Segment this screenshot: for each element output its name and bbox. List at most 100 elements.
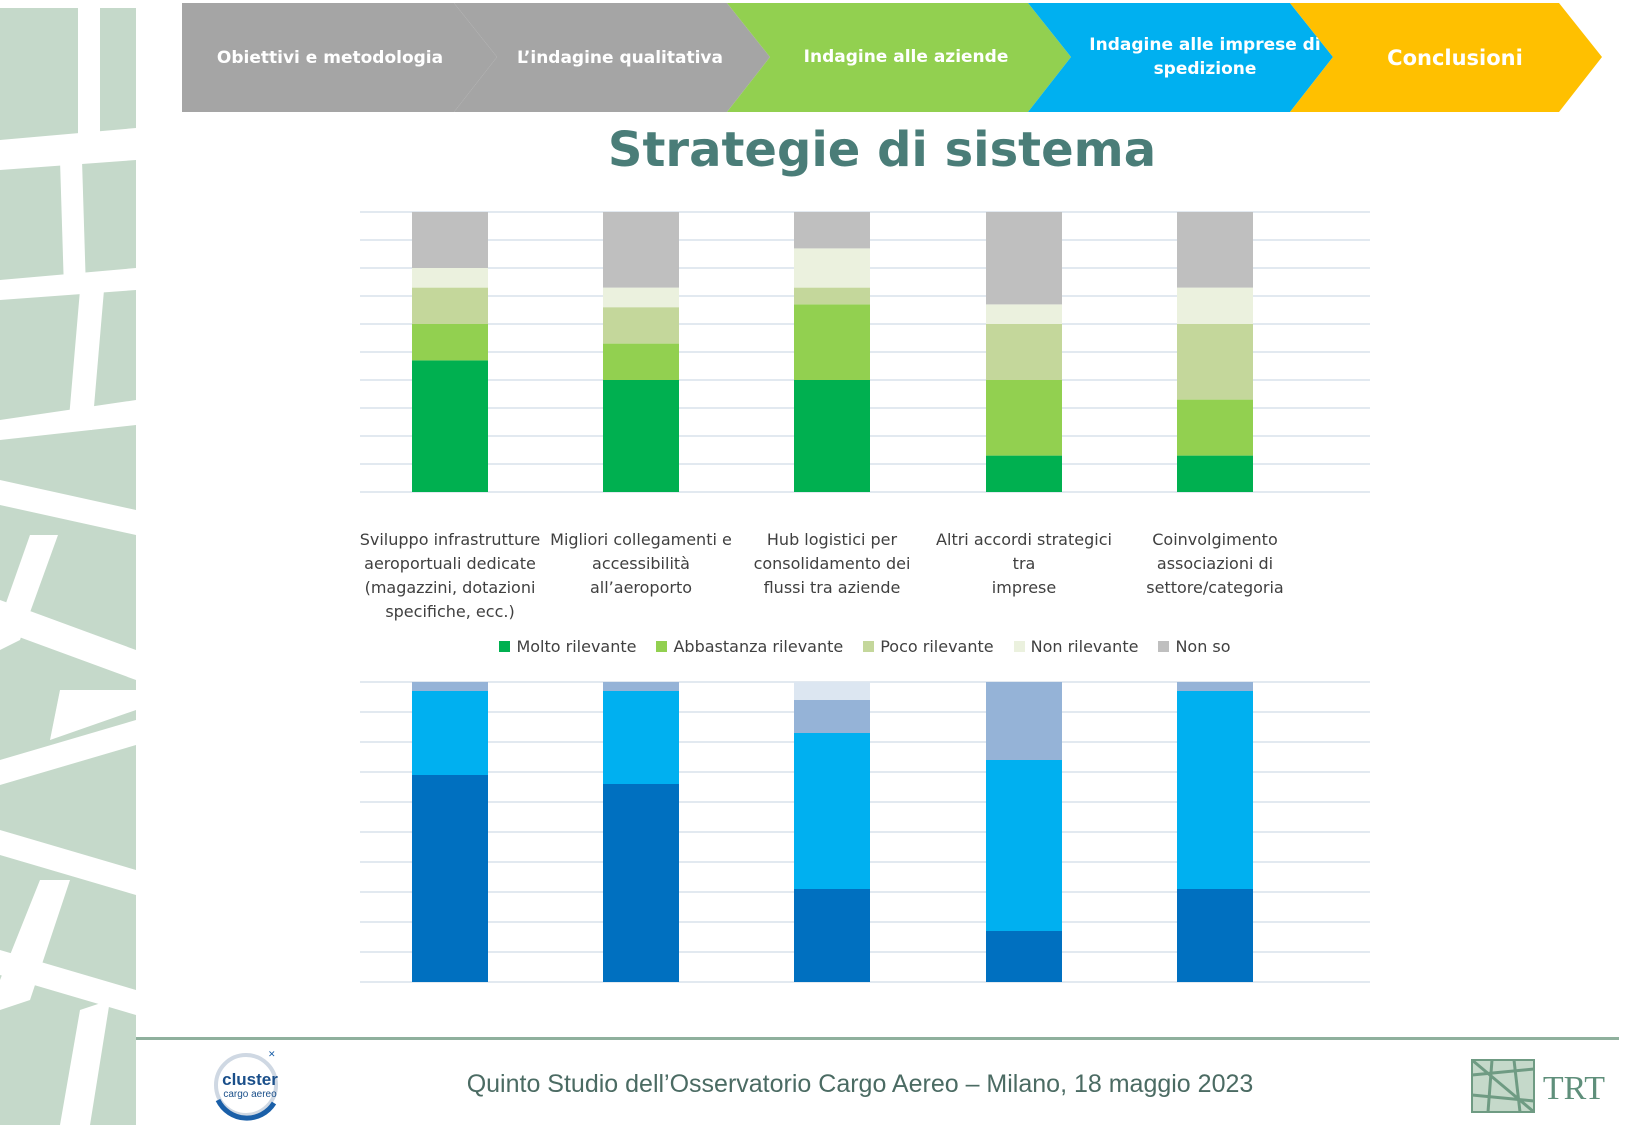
bar-segment — [603, 307, 679, 344]
nav-step-indagine-qualitativa[interactable]: L’indagine qualitativa — [454, 3, 770, 112]
category-label-line: Coinvolgimento — [1152, 530, 1278, 549]
nav-step-shape — [454, 3, 770, 112]
legend-swatch — [863, 641, 875, 652]
category-label: Sviluppo infrastrutture aeroportuali dedi… — [350, 528, 550, 624]
bar-segment — [986, 212, 1062, 305]
bar-segment — [794, 380, 870, 492]
bar-segment — [1177, 324, 1253, 400]
bar-segment — [412, 324, 488, 361]
category-label-line: Altri accordi strategici tra — [936, 530, 1112, 573]
legend-item: Molto rilevante — [499, 637, 636, 656]
category-label-line: accessibilità — [592, 554, 690, 573]
category-label-line: specifiche, ecc.) — [385, 602, 515, 621]
logo-text: cluster — [222, 1070, 278, 1089]
bar-segment — [986, 324, 1062, 380]
legend-label: Poco rilevante — [880, 637, 994, 656]
legend-item: Abbastanza rilevante — [656, 637, 843, 656]
legend-swatch — [1013, 641, 1025, 652]
legend-label: Abbastanza rilevante — [673, 637, 844, 656]
nav-step-label: Conclusioni — [1387, 46, 1523, 70]
category-label-line: flussi tra aziende — [763, 578, 901, 597]
bar-segment — [412, 775, 488, 982]
bar-segment — [986, 760, 1062, 931]
footer-text: Quinto Studio dell’Osservatorio Cargo Ae… — [466, 1070, 1254, 1098]
category-label-line: Sviluppo infrastrutture — [359, 530, 541, 549]
nav-step-label-line2: spedizione — [1154, 59, 1257, 79]
bar-segment — [1177, 889, 1253, 982]
trt-logo-text: TRT — [1543, 1070, 1605, 1107]
category-label-line: all’aeroporto — [589, 578, 693, 597]
category-label-line: aeroportuali dedicate — [364, 554, 536, 573]
bar-segment — [986, 691, 1062, 760]
nav-step-shape — [727, 3, 1071, 112]
chart-spedizionieri — [360, 681, 1370, 983]
chart-aziende — [360, 211, 1370, 493]
bar-segment — [412, 691, 488, 775]
nav-step-conclusioni[interactable]: Conclusioni — [1290, 3, 1602, 112]
legend-item: Poco rilevante — [863, 637, 994, 656]
nav-step-indagine-spedizione[interactable]: Indagine alle imprese di spedizione — [1028, 3, 1333, 112]
bar-segment — [794, 700, 870, 733]
logo-subtext: cargo aereo — [223, 1089, 277, 1100]
legend-swatch — [499, 641, 511, 652]
bar-segment — [1177, 212, 1253, 288]
bar-segment — [986, 380, 1062, 456]
nav-step-label: L’indagine qualitativa — [517, 48, 723, 68]
category-label-line: associazioni di — [1156, 554, 1274, 573]
category-label-line: Hub logistici per — [766, 530, 898, 549]
bar-segment — [794, 889, 870, 982]
bar-segment — [1177, 399, 1253, 456]
category-label: Hub logistici per consolidamento dei fluss… — [732, 528, 932, 600]
bar-segment — [412, 268, 488, 288]
bar-segment — [603, 212, 679, 288]
bar-segment — [603, 691, 679, 784]
bar-segment — [1177, 287, 1253, 324]
bar-segment — [603, 784, 679, 982]
cluster-cargo-aereo-logo: cluster cargo aereo ✕ — [208, 1045, 288, 1123]
footer-divider — [136, 1037, 1619, 1040]
legend-label: Non so — [1175, 637, 1231, 656]
bar-segment — [412, 287, 488, 324]
category-label: Coinvolgimento associazioni di settore/cat… — [1115, 528, 1315, 600]
nav-step-shape — [182, 3, 497, 112]
nav-step-shape — [1028, 3, 1333, 112]
nav-step-label-line1: Indagine alle imprese di — [1089, 35, 1320, 55]
svg-text:✕: ✕ — [268, 1050, 276, 1060]
chart-legend: Molto rilevante Abbastanza rilevante Poco … — [360, 637, 1370, 656]
bar-segment — [986, 682, 1062, 691]
bar-segment — [603, 682, 679, 691]
nav-step-shape — [1290, 3, 1602, 112]
bar-segment — [412, 682, 488, 691]
bar-segment — [986, 455, 1062, 492]
legend-swatch — [1158, 641, 1170, 652]
category-label-line: (magazzini, dotazioni — [364, 578, 536, 597]
legend-item: Non so — [1158, 637, 1231, 656]
bar-segment — [794, 212, 870, 249]
bar-segment — [603, 343, 679, 380]
page-title: Strategie di sistema — [607, 122, 1157, 178]
bar-segment — [1177, 682, 1253, 691]
legend-label: Non rilevante — [1030, 637, 1139, 656]
bar-segment — [1177, 691, 1253, 889]
section-navigation: Obiettivi e metodologia L’indagine quali… — [182, 3, 1602, 112]
trt-logo: TRT — [1470, 1057, 1615, 1115]
nav-step-label: Indagine alle aziende — [804, 47, 1009, 67]
nav-step-indagine-aziende[interactable]: Indagine alle aziende — [727, 3, 1071, 112]
legend-item: Non rilevante — [1013, 637, 1139, 656]
legend-label: Molto rilevante — [516, 637, 637, 656]
category-label-line: settore/categoria — [1146, 578, 1284, 597]
category-label-line: Migliori collegamenti e — [550, 530, 732, 549]
nav-step-label: Obiettivi e metodologia — [217, 48, 443, 68]
bar-segment — [794, 682, 870, 700]
bar-segment — [794, 304, 870, 380]
nav-step-obiettivi[interactable]: Obiettivi e metodologia — [182, 3, 497, 112]
bar-segment — [412, 360, 488, 492]
bar-segment — [794, 248, 870, 288]
decorative-map-pattern — [0, 0, 136, 1125]
bar-segment — [603, 380, 679, 492]
bar-segment — [603, 287, 679, 308]
category-label-line: consolidamento dei — [753, 554, 911, 573]
category-label-line: imprese — [991, 578, 1057, 597]
category-label: Altri accordi strategici tra imprese — [924, 528, 1124, 600]
category-label: Migliori collegamenti e accessibilità all’… — [541, 528, 741, 600]
